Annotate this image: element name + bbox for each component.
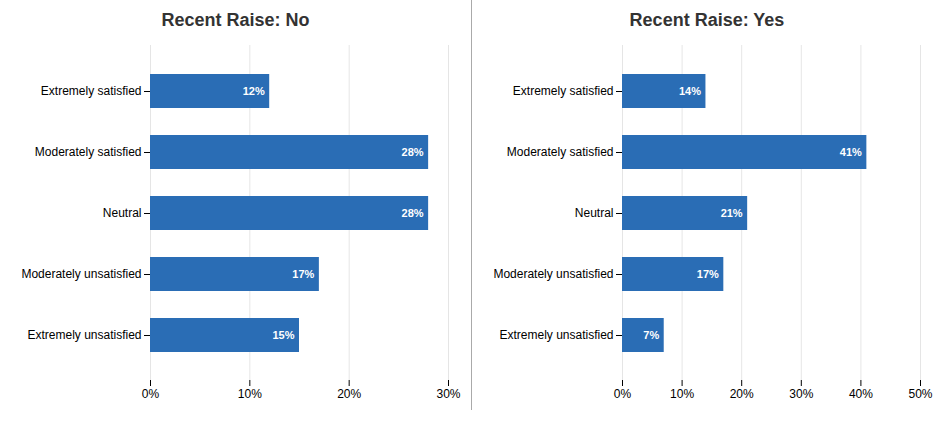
svg-text:17%: 17% [697, 268, 719, 280]
svg-text:Extremely unsatisfied: Extremely unsatisfied [499, 328, 613, 342]
html-text:Recent Raise: Yes: Recent Raise: Yes [629, 10, 785, 30]
svg-text:17%: 17% [292, 268, 314, 280]
svg-text:20%: 20% [337, 387, 361, 401]
svg-text:0%: 0% [614, 387, 632, 401]
html-text:Recent Raise: No: Recent Raise: No [161, 10, 310, 30]
svg-text:14%: 14% [679, 85, 701, 97]
svg-text:30%: 30% [436, 387, 460, 401]
svg-text:10%: 10% [238, 387, 262, 401]
svg-text:Moderately unsatisfied: Moderately unsatisfied [21, 267, 141, 281]
svg-text:Extremely unsatisfied: Extremely unsatisfied [27, 328, 141, 342]
svg-text:28%: 28% [402, 207, 424, 219]
svg-text:30%: 30% [789, 387, 813, 401]
svg-text:21%: 21% [721, 207, 743, 219]
svg-text:0%: 0% [142, 387, 160, 401]
svg-text:Moderately satisfied: Moderately satisfied [35, 145, 142, 159]
svg-text:15%: 15% [272, 329, 294, 341]
svg-text:Neutral: Neutral [575, 206, 614, 220]
svg-text:12%: 12% [243, 85, 265, 97]
svg-text:41%: 41% [840, 146, 862, 158]
svg-text:7%: 7% [643, 329, 659, 341]
svg-text:20%: 20% [730, 387, 754, 401]
svg-text:40%: 40% [849, 387, 873, 401]
svg-text:50%: 50% [908, 387, 932, 401]
svg-text:28%: 28% [402, 146, 424, 158]
svg-text:Extremely satisfied: Extremely satisfied [41, 84, 142, 98]
svg-text:Moderately satisfied: Moderately satisfied [507, 145, 614, 159]
svg-text:Neutral: Neutral [103, 206, 142, 220]
svg-text:Extremely satisfied: Extremely satisfied [513, 84, 614, 98]
svg-text:10%: 10% [670, 387, 694, 401]
svg-text:Moderately unsatisfied: Moderately unsatisfied [493, 267, 613, 281]
